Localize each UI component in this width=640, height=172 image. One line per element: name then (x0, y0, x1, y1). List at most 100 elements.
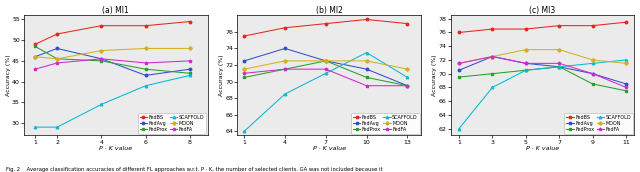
FedProx (363, 76, 371, 78)
FedProx (142, 68, 150, 70)
MOON (281, 60, 289, 62)
SCAFFOLD (98, 103, 106, 105)
FedProx (53, 58, 61, 60)
X-axis label: P · K value: P · K value (526, 146, 559, 151)
SCAFFOLD (363, 52, 371, 54)
FedProx (98, 60, 106, 62)
FedProx (522, 69, 530, 71)
Line: SCAFFOLD: SCAFFOLD (243, 51, 409, 132)
MOON (489, 56, 497, 58)
SCAFFOLD (404, 76, 412, 78)
MOON (241, 68, 248, 70)
Line: FedAvg: FedAvg (34, 47, 191, 77)
FedProx (322, 60, 330, 62)
FedProx (404, 85, 412, 87)
Line: MOON: MOON (34, 47, 191, 60)
FedBS (281, 27, 289, 29)
Line: FedBS: FedBS (458, 21, 627, 34)
FedBS (556, 25, 563, 27)
FedProx (489, 73, 497, 75)
FedFA (489, 56, 497, 58)
FedProx (556, 66, 563, 68)
FedAvg (404, 85, 412, 87)
MOON (589, 59, 596, 61)
SCAFFOLD (142, 85, 150, 87)
FedFA (53, 62, 61, 64)
SCAFFOLD (556, 66, 563, 68)
FedProx (31, 45, 39, 47)
FedAvg (31, 56, 39, 58)
FedBS (186, 20, 194, 23)
MOON (522, 49, 530, 51)
FedBS (241, 35, 248, 37)
Title: (c) MI3: (c) MI3 (529, 6, 556, 15)
Line: FedAvg: FedAvg (458, 55, 627, 85)
MOON (53, 58, 61, 60)
X-axis label: P · K value: P · K value (313, 146, 346, 151)
FedProx (455, 76, 463, 78)
MOON (455, 62, 463, 64)
FedBS (589, 25, 596, 27)
Legend: FedBS, FedAvg, FedProx, SCAFFOLD, MOON, FedFA: FedBS, FedAvg, FedProx, SCAFFOLD, MOON, … (138, 113, 206, 134)
FedAvg (186, 68, 194, 70)
FedFA (589, 73, 596, 75)
FedProx (241, 76, 248, 78)
FedAvg (53, 47, 61, 50)
MOON (363, 60, 371, 62)
FedFA (404, 85, 412, 87)
X-axis label: P · K value: P · K value (99, 146, 132, 151)
Line: SCAFFOLD: SCAFFOLD (34, 74, 191, 128)
Line: MOON: MOON (458, 48, 627, 65)
SCAFFOLD (281, 93, 289, 95)
FedAvg (363, 68, 371, 70)
FedFA (455, 62, 463, 64)
FedFA (281, 68, 289, 70)
FedFA (522, 62, 530, 64)
Line: FedProx: FedProx (34, 45, 191, 74)
MOON (404, 68, 412, 70)
MOON (322, 60, 330, 62)
FedBS (363, 18, 371, 20)
FedBS (455, 31, 463, 34)
FedBS (489, 28, 497, 30)
Line: FedFA: FedFA (243, 68, 409, 87)
Title: (b) MI2: (b) MI2 (316, 6, 342, 15)
FedAvg (622, 83, 630, 85)
FedAvg (281, 47, 289, 50)
FedAvg (589, 73, 596, 75)
FedBS (98, 25, 106, 27)
FedBS (142, 25, 150, 27)
Line: FedProx: FedProx (458, 66, 627, 92)
Line: MOON: MOON (243, 60, 409, 70)
Line: FedBS: FedBS (34, 20, 191, 46)
FedBS (522, 28, 530, 30)
Y-axis label: Accuracy (%): Accuracy (%) (6, 55, 10, 96)
SCAFFOLD (455, 127, 463, 130)
Y-axis label: Accuracy (%): Accuracy (%) (432, 55, 437, 96)
FedFA (363, 85, 371, 87)
FedAvg (556, 66, 563, 68)
SCAFFOLD (322, 72, 330, 74)
MOON (186, 47, 194, 50)
FedFA (556, 62, 563, 64)
Line: FedProx: FedProx (243, 60, 409, 87)
SCAFFOLD (186, 74, 194, 76)
SCAFFOLD (241, 130, 248, 132)
FedFA (241, 72, 248, 74)
FedFA (31, 68, 39, 70)
SCAFFOLD (622, 59, 630, 61)
FedProx (186, 72, 194, 74)
FedBS (322, 23, 330, 25)
Title: (a) MI1: (a) MI1 (102, 6, 129, 15)
Line: FedFA: FedFA (34, 58, 191, 70)
Line: FedAvg: FedAvg (243, 47, 409, 87)
Y-axis label: Accuracy (%): Accuracy (%) (219, 55, 224, 96)
Line: FedBS: FedBS (243, 18, 409, 37)
FedBS (622, 21, 630, 23)
MOON (142, 47, 150, 50)
FedAvg (322, 60, 330, 62)
FedAvg (241, 60, 248, 62)
FedProx (622, 90, 630, 92)
FedFA (142, 62, 150, 64)
SCAFFOLD (31, 126, 39, 128)
